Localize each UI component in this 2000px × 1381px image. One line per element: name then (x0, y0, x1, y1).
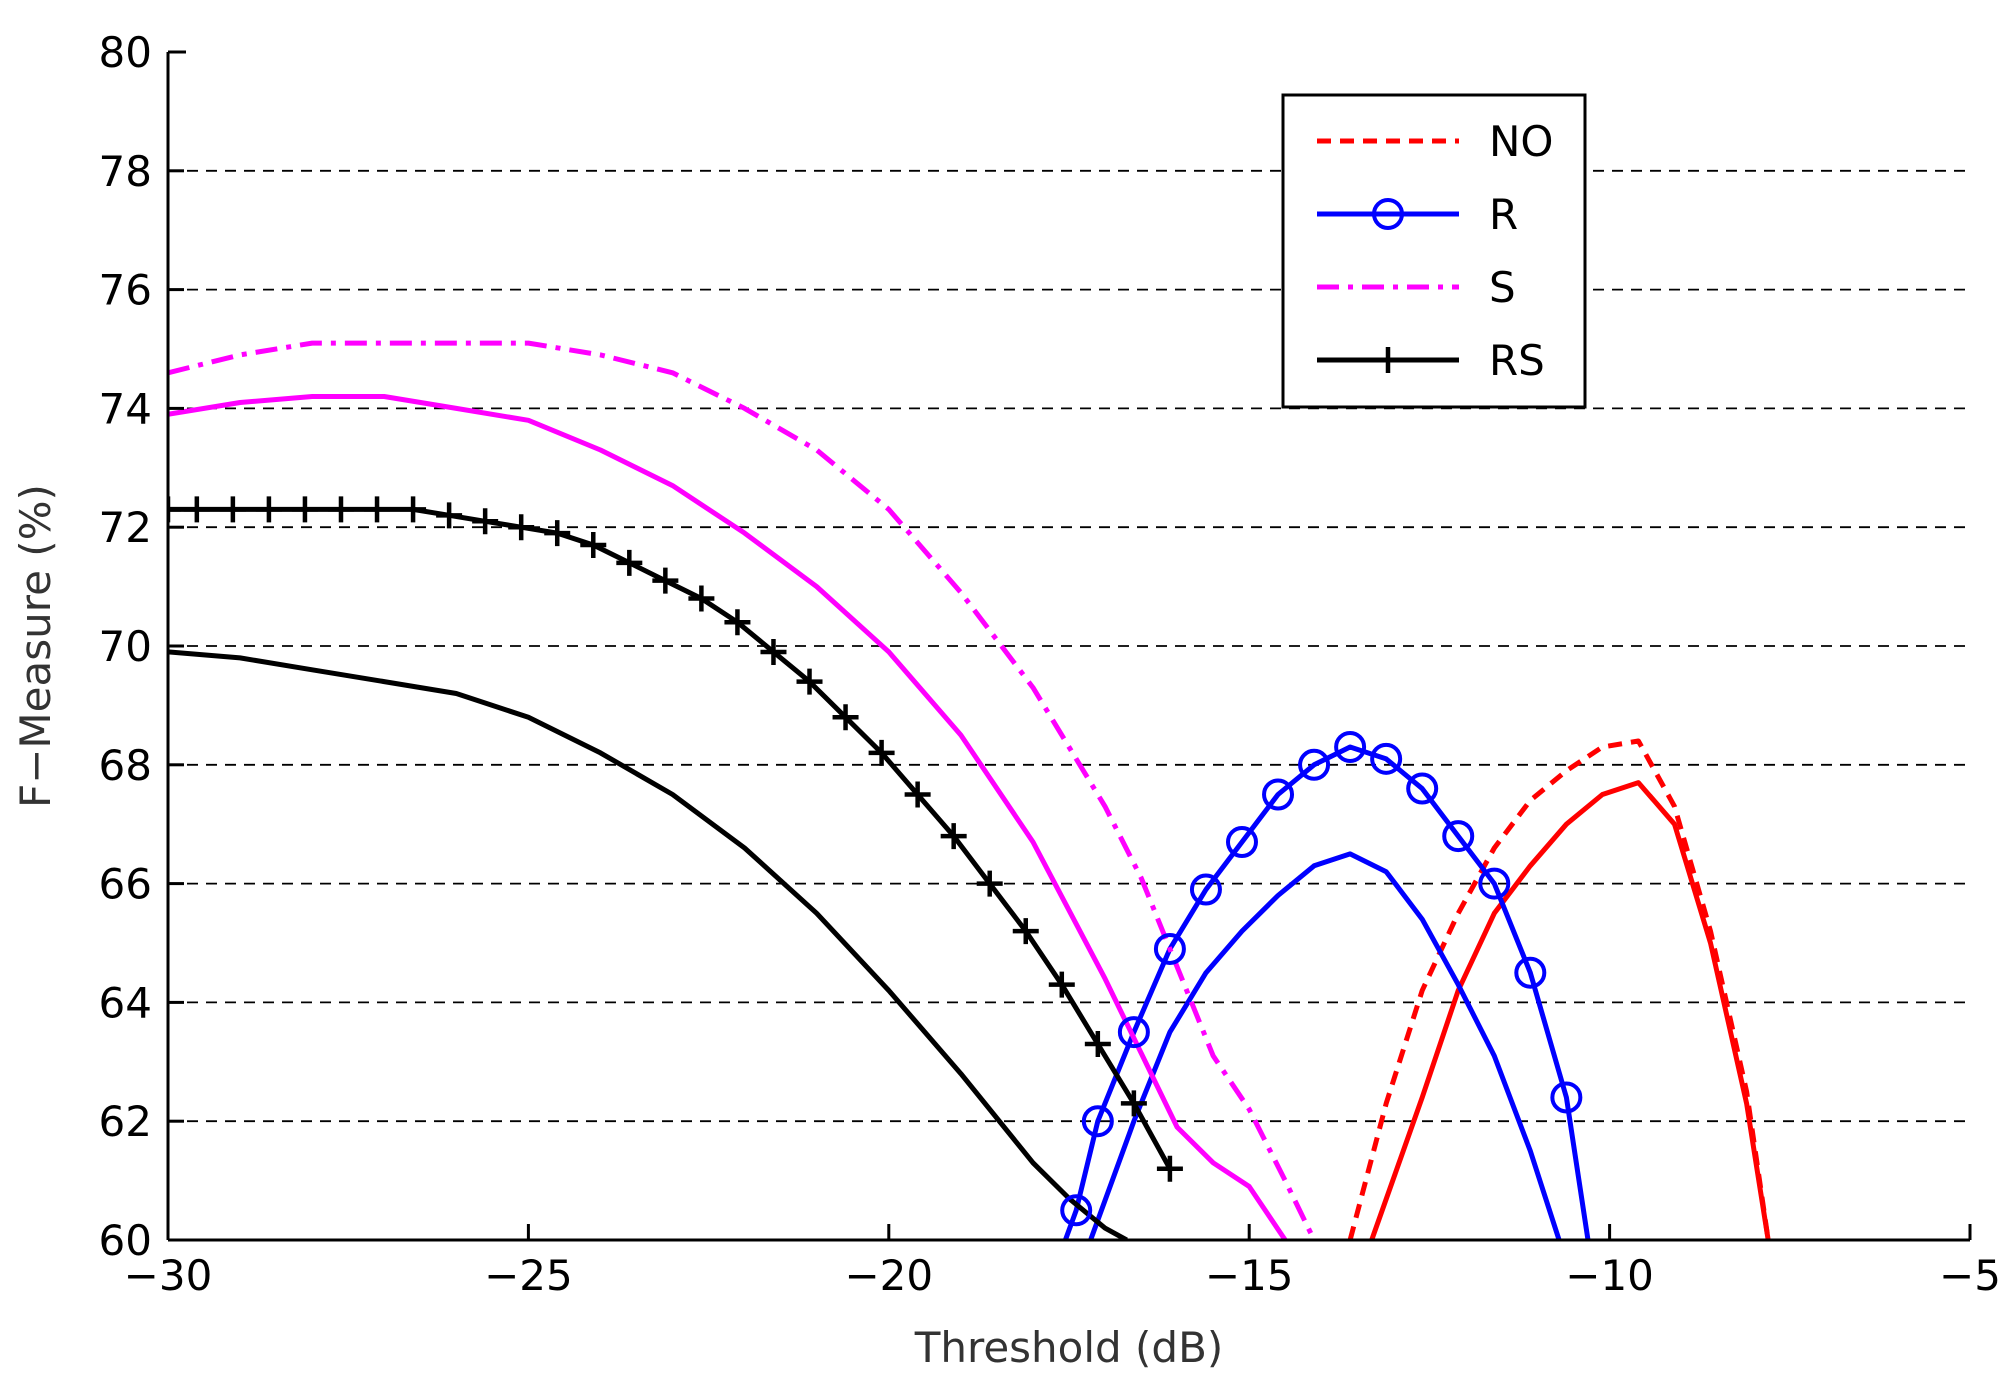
series-6-marker-19 (832, 704, 859, 731)
series-2-marker-9 (1334, 730, 1367, 763)
x-tick-label-3: −15 (1205, 1251, 1294, 1300)
legend-marker-R (1372, 198, 1404, 230)
series-6-marker-9 (472, 508, 499, 535)
series-line-7 (168, 649, 1128, 1240)
series-6-marker-27 (1120, 1090, 1147, 1117)
marker-layer (168, 496, 1583, 1227)
series-6-marker-5 (327, 496, 354, 523)
y-tick-label-2: 64 (99, 978, 152, 1027)
series-6-marker-26 (1084, 1030, 1111, 1057)
series-2-marker-5 (1189, 873, 1222, 906)
series-6-marker-14 (652, 567, 679, 594)
y-tick-label-10: 80 (99, 28, 152, 77)
y-tick-label-3: 66 (99, 860, 152, 909)
axes (166, 50, 1972, 1242)
series-2-marker-8 (1298, 748, 1331, 781)
y-tick-label-5: 70 (99, 622, 152, 671)
legend: NO RS RS (1281, 93, 1587, 409)
x-tick-label-0: −30 (124, 1251, 213, 1300)
series-2-marker-14 (1514, 956, 1547, 989)
series-2-marker-6 (1225, 826, 1258, 859)
series-6-marker-4 (291, 496, 318, 523)
series-6-marker-15 (688, 585, 715, 612)
y-tick-label-7: 74 (99, 384, 152, 433)
series-6-marker-28 (1156, 1155, 1183, 1182)
series-6-marker-3 (255, 496, 282, 523)
series-6-marker-10 (508, 514, 535, 541)
series-2-marker-15 (1550, 1081, 1583, 1114)
series-line-1 (1369, 780, 1771, 1240)
legend-label-R: R (1489, 190, 1518, 239)
series-6-marker-21 (904, 781, 931, 808)
y-tick-label-4: 68 (99, 741, 152, 790)
series-line-5 (168, 394, 1288, 1240)
series-6-marker-11 (544, 520, 571, 547)
series-line-4 (168, 340, 1317, 1240)
y-tick-label-0: 60 (99, 1216, 152, 1265)
series-6-marker-2 (219, 496, 246, 523)
x-tick-label-1: −25 (484, 1251, 573, 1300)
x-tick-label-2: −20 (844, 1251, 933, 1300)
series-6-marker-12 (580, 532, 607, 559)
series-6-marker-24 (1012, 918, 1039, 945)
series-6-marker-8 (436, 502, 463, 529)
legend-label-NO: NO (1489, 117, 1553, 166)
legend-marker-RS (1375, 347, 1401, 373)
x-tick-label-4: −10 (1565, 1251, 1654, 1300)
y-axis-label: F−Measure (%) (11, 484, 60, 808)
series-6-marker-23 (976, 870, 1003, 897)
y-tick-label-8: 76 (99, 266, 152, 315)
series-2-marker-3 (1117, 1016, 1150, 1049)
series-6-marker-7 (400, 496, 427, 523)
series-line-3 (1088, 851, 1562, 1240)
series-2-marker-12 (1442, 820, 1475, 853)
series-line-2 (1063, 744, 1591, 1240)
legend-label-RS: RS (1489, 336, 1545, 385)
series-2-marker-1 (1060, 1194, 1093, 1227)
series-6-marker-13 (616, 549, 643, 576)
x-axis-label: Threshold (dB) (914, 1323, 1224, 1372)
series-6-marker-0 (168, 496, 181, 523)
series-6-marker-25 (1048, 971, 1075, 998)
x-tick-label-5: −5 (1939, 1251, 2000, 1300)
series-6-marker-17 (760, 638, 787, 665)
series-6-marker-16 (724, 609, 751, 636)
series-2-marker-13 (1478, 867, 1511, 900)
series-2-marker-7 (1262, 778, 1295, 811)
legend-label-S: S (1489, 263, 1516, 312)
series-2-marker-10 (1370, 742, 1403, 775)
y-tick-label-9: 78 (99, 147, 152, 196)
y-tick-label-6: 72 (99, 503, 152, 552)
series-2-marker-2 (1081, 1105, 1114, 1138)
tick-labels: −30 −25 −20 −15 −10 −5 60 62 64 66 68 70 72 74 76 78 80 (99, 28, 2000, 1300)
series-line-0 (1347, 738, 1771, 1240)
grid-lines (168, 169, 1970, 1123)
series-6-marker-22 (940, 823, 967, 850)
series-6-marker-1 (183, 496, 210, 523)
series-6-marker-18 (796, 668, 823, 695)
series-2-marker-11 (1406, 772, 1439, 805)
series-6-marker-20 (868, 739, 895, 766)
series-6-marker-6 (364, 496, 391, 523)
y-tick-label-1: 62 (99, 1097, 152, 1146)
series-2-marker-4 (1153, 932, 1186, 965)
legend-box (1281, 93, 1587, 409)
